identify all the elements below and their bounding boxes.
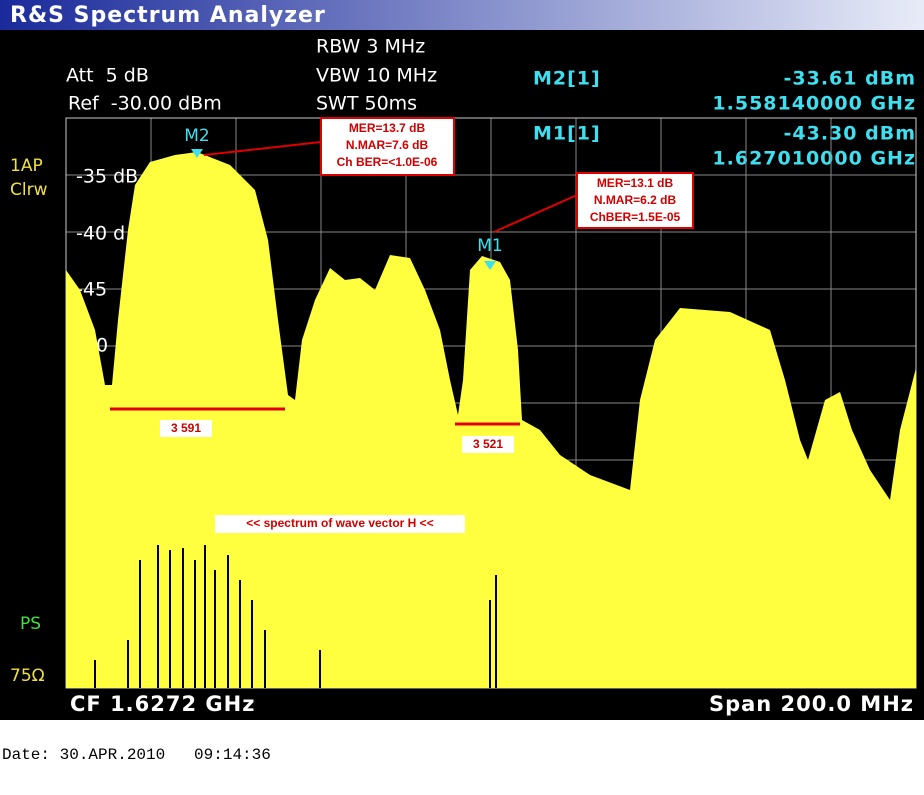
marker-triangle <box>484 261 496 270</box>
y-label: -35 dB <box>76 166 138 188</box>
bw-label: 3 521 <box>473 437 503 451</box>
callout-line <box>493 194 578 233</box>
rbw: RBW 3 MHz <box>316 36 425 58</box>
title-bar <box>0 0 924 30</box>
trace-label: 1AP <box>10 156 43 176</box>
swt: SWT 50ms <box>316 93 417 115</box>
span: Span 200.0 MHz <box>709 692 914 716</box>
noise-spikes <box>94 545 497 688</box>
label-box <box>462 436 514 453</box>
y-label: -40 d <box>76 223 125 245</box>
callout-text: N.MAR=6.2 dB <box>594 193 677 207</box>
date: Date: 30.APR.2010 09:14:36 <box>2 746 271 764</box>
callout-text: MER=13.7 dB <box>349 121 426 135</box>
vbw: VBW 10 MHz <box>316 65 437 87</box>
ps-label: PS <box>20 614 41 634</box>
ref: Ref -30.00 dBm <box>68 93 222 115</box>
marker-freq: 1.627010000 GHz <box>712 148 916 170</box>
callout-box <box>320 117 455 176</box>
marker-triangle <box>191 149 203 158</box>
callout-text: ChBER=1.5E-05 <box>590 210 681 224</box>
marker-name: M1[1] <box>533 123 601 145</box>
callout-text: Ch BER=<1.0E-06 <box>337 155 438 169</box>
marker-label: M2 <box>184 126 209 146</box>
callout-text: N.MAR=7.6 dB <box>346 138 429 152</box>
callout-box <box>576 172 694 229</box>
y-label: 0 <box>96 335 108 357</box>
marker-name: M2[1] <box>533 68 601 90</box>
callout-line <box>203 141 322 156</box>
impedance-label: 75Ω <box>10 666 45 686</box>
caption: << spectrum of wave vector H << <box>246 516 433 530</box>
marker-level: -33.61 dBm <box>784 68 916 90</box>
title: R&S Spectrum Analyzer <box>10 3 326 28</box>
caption-box <box>215 515 465 533</box>
center-freq: CF 1.6272 GHz <box>70 692 255 716</box>
mode-label: Clrw <box>10 180 48 200</box>
y-label: -45 <box>76 279 107 301</box>
marker-freq: 1.558140000 GHz <box>712 93 916 115</box>
att: Att 5 dB <box>66 65 149 87</box>
marker-level: -43.30 dBm <box>784 123 916 145</box>
marker-label: M1 <box>477 236 502 256</box>
label-box <box>160 420 212 437</box>
trace <box>66 152 916 688</box>
bw-label: 3 591 <box>171 421 201 435</box>
callout-text: MER=13.1 dB <box>597 176 674 190</box>
